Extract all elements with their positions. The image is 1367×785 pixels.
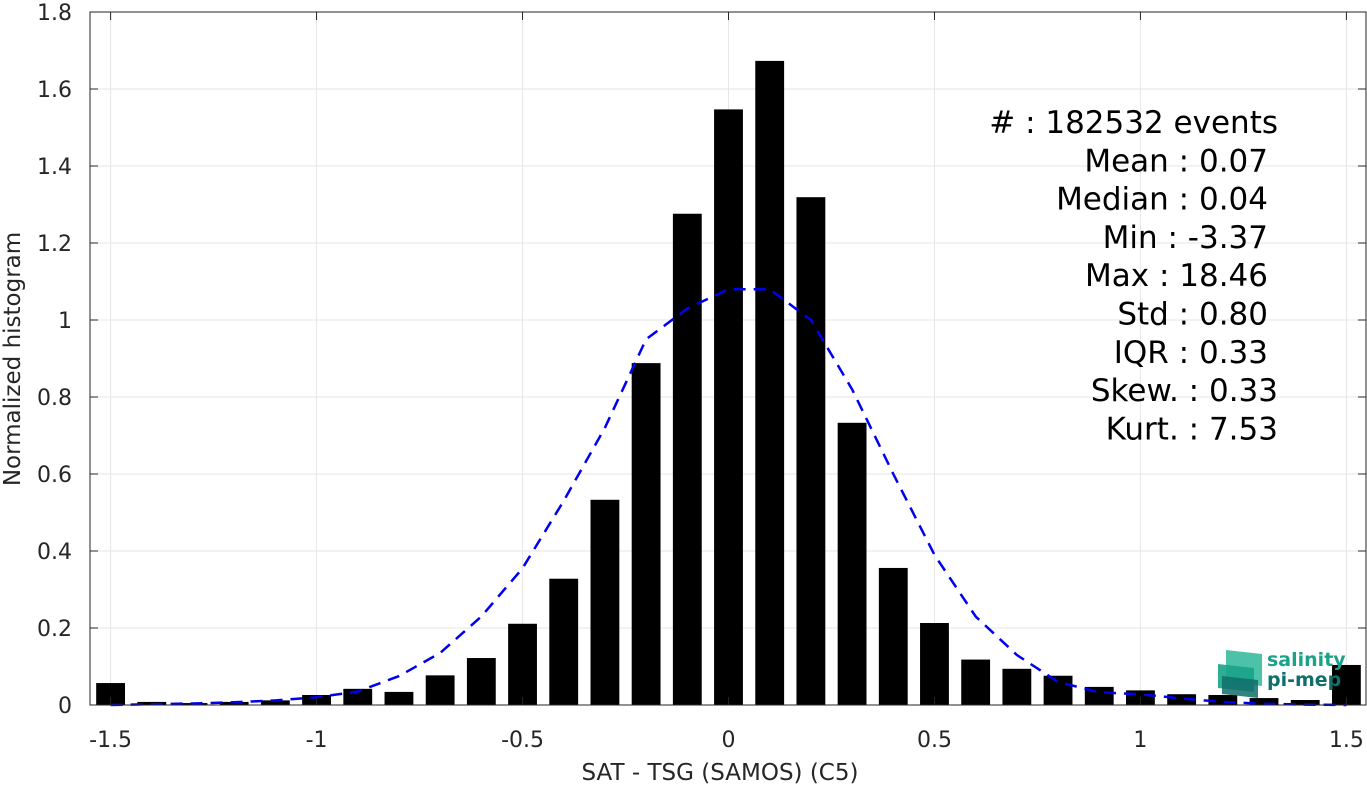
y-tick-label: 0.8 [37,386,72,411]
y-axis-ticks: 0 0.2 0.4 0.6 0.8 1 1.2 1.4 1.6 1.8 [37,1,1366,719]
histogram-bar [961,659,991,705]
gaussian-fit-curve [110,287,1347,707]
histogram-bar [508,623,537,705]
y-tick-label: 0.2 [37,617,72,642]
histogram-bar [1002,668,1032,705]
histogram-bar [672,213,702,706]
histogram-bar [425,675,455,705]
x-tick-label: -1 [306,728,328,753]
x-tick-label: -0.5 [501,728,544,753]
histogram-bar [755,60,785,705]
x-tick-label: 1 [1133,728,1147,753]
histogram-bar [590,499,620,705]
logo-line1: salinity [1267,649,1346,671]
histogram-bar [96,683,126,705]
x-axis-ticks: -1.5 -1 -0.5 0 0.5 1 1.5 [89,12,1364,753]
histogram-bar [1043,675,1073,705]
y-tick-label: 1.4 [37,155,72,180]
histogram-bar [837,422,867,705]
histogram-bar [796,197,826,705]
stats-line: Mean : 0.07 [1084,143,1268,179]
histogram-bars [96,60,1361,706]
y-tick-label: 1.6 [37,78,72,103]
stats-line: Median : 0.04 [1056,182,1268,218]
y-tick-label: 1.2 [37,232,72,257]
x-tick-label: 1.5 [1329,728,1364,753]
x-tick-label: 0 [722,728,736,753]
stats-line: # : 182532 events [989,105,1278,141]
histogram-bar [260,700,290,705]
logo-mark-icon [1218,650,1262,698]
y-axis-label: Normalized histogram [0,232,26,486]
stats-line: Min : -3.37 [1103,220,1268,256]
stats-line: Skew. : 0.33 [1091,373,1278,409]
histogram-bar [384,691,414,705]
stats-line: Max : 18.46 [1085,258,1268,294]
y-tick-label: 0.6 [37,463,72,488]
histogram-bar [1249,698,1279,705]
stats-line: Std : 0.80 [1117,297,1268,333]
salinity-pi-mep-logo: salinity pi-mep [1218,649,1346,698]
histogram-bar [466,658,496,705]
histogram-bar [1208,694,1238,705]
y-tick-label: 1 [58,309,72,334]
histogram-bar [878,567,908,705]
x-tick-label: -1.5 [89,728,132,753]
histogram-bar [631,363,661,705]
x-tick-label: 0.5 [917,728,952,753]
y-tick-label: 0.4 [37,540,72,565]
x-axis-label: SAT - TSG (SAMOS) (C5) [582,760,859,785]
stats-line: Kurt. : 7.53 [1106,411,1278,447]
logo-line2: pi-mep [1267,669,1341,691]
histogram-bar [549,578,579,705]
histogram-bar [920,622,949,705]
y-tick-label: 0 [58,694,72,719]
histogram-bar [1167,694,1197,705]
histogram-bar [714,109,743,705]
histogram-bar [1290,699,1320,705]
y-tick-label: 1.8 [37,1,72,26]
stats-line: IQR : 0.33 [1114,335,1268,371]
